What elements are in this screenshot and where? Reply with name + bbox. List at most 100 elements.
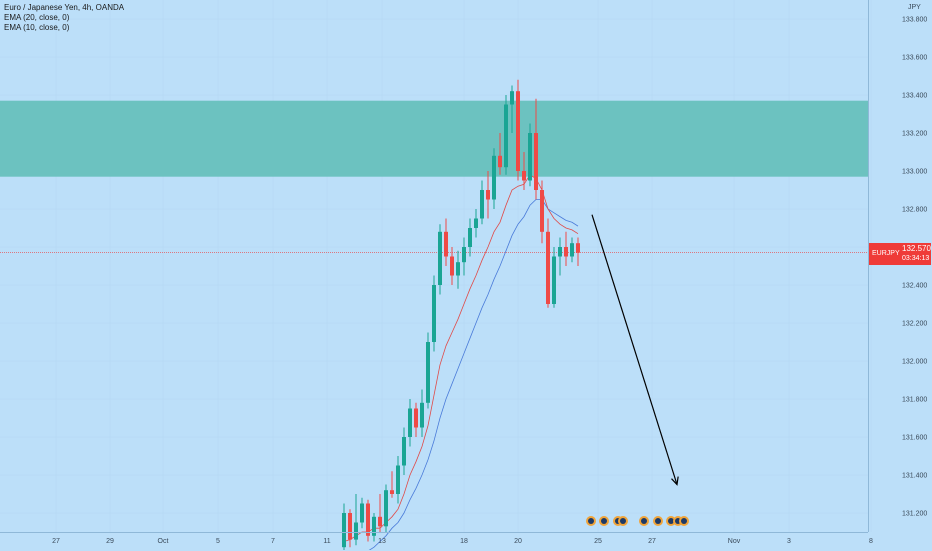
candle-body[interactable] [360,503,364,523]
candle-body[interactable] [342,513,346,548]
candle[interactable] [540,180,544,244]
candle-body[interactable] [396,465,400,495]
candle-body[interactable] [426,342,430,403]
candle-body[interactable] [576,243,580,253]
event-marker[interactable] [599,516,609,526]
event-marker[interactable] [586,516,596,526]
candle[interactable] [468,218,472,257]
candle[interactable] [474,209,478,238]
candle[interactable] [552,247,556,308]
candle-body[interactable] [432,285,436,342]
event-marker[interactable] [618,516,628,526]
legend-title[interactable]: Euro / Japanese Yen, 4h, OANDA [4,3,125,12]
event-marker[interactable] [666,516,676,526]
candle[interactable] [390,471,394,498]
candle[interactable] [564,231,568,266]
candle[interactable] [360,497,364,529]
candle[interactable] [486,171,490,219]
candle[interactable] [438,224,442,295]
candle[interactable] [516,79,520,181]
candle-body[interactable] [378,516,382,527]
candle-body[interactable] [552,256,556,305]
price-axis[interactable] [868,0,932,532]
candle[interactable] [414,402,418,437]
candle-body[interactable] [354,522,358,540]
candle[interactable] [444,218,448,267]
candle-body[interactable] [444,231,448,257]
candle[interactable] [510,85,514,134]
candle-body[interactable] [348,513,352,540]
candle[interactable] [348,509,352,548]
candle-body[interactable] [558,247,562,257]
candle-body[interactable] [504,104,508,168]
candle[interactable] [480,180,484,225]
candle[interactable] [366,499,370,542]
candle[interactable] [528,123,532,187]
candle-body[interactable] [468,228,472,247]
candle[interactable] [546,218,550,308]
arrow-shaft[interactable] [591,214,678,485]
candle-body[interactable] [564,247,568,257]
candles[interactable] [342,79,580,551]
candle[interactable] [456,250,460,289]
candle[interactable] [576,237,580,267]
candle-body[interactable] [522,171,526,181]
candle[interactable] [378,494,382,532]
candle[interactable] [432,275,436,352]
candle[interactable] [534,98,538,200]
candle-body[interactable] [414,408,418,428]
candle-body[interactable] [486,190,490,200]
candle[interactable] [384,484,388,533]
candle-body[interactable] [534,133,538,190]
candle-body[interactable] [390,490,394,494]
candle[interactable] [498,133,502,175]
candle-body[interactable] [510,91,514,105]
candle-body[interactable] [480,190,484,219]
candle-body[interactable] [546,231,550,304]
event-marker[interactable] [679,516,689,526]
candle[interactable] [558,237,562,276]
candle[interactable] [426,332,430,409]
candle-body[interactable] [438,231,442,285]
candle[interactable] [450,247,454,285]
candle[interactable] [408,399,412,447]
candle-body[interactable] [366,503,370,536]
candle-body[interactable] [528,133,532,181]
candle-body[interactable] [402,437,406,466]
candle-body[interactable] [540,190,544,232]
candle-body[interactable] [492,155,496,200]
event-marker[interactable] [639,516,649,526]
candle[interactable] [462,237,466,276]
candle-body[interactable] [408,408,412,438]
legend-ema10[interactable]: EMA (10, close, 0) [4,23,70,32]
arrow-head[interactable] [671,476,679,486]
projection-arrow[interactable] [591,214,679,486]
candle[interactable] [372,513,376,542]
candle[interactable] [420,389,424,438]
candle-body[interactable] [474,218,478,229]
time-axis[interactable] [0,532,868,551]
candle-body[interactable] [498,155,502,168]
candle[interactable] [402,427,406,476]
candle-body[interactable] [456,262,460,276]
candle[interactable] [342,503,346,551]
event-marker[interactable] [653,516,663,526]
candle-body[interactable] [516,91,520,171]
candle-body[interactable] [384,490,388,527]
candle[interactable] [522,152,526,190]
candle[interactable] [504,95,508,175]
event-markers[interactable] [586,516,689,526]
candle-body[interactable] [450,256,454,276]
legend-ema20[interactable]: EMA (20, close, 0) [4,13,70,22]
candle[interactable] [492,148,496,209]
resistance-zone[interactable] [0,100,868,177]
candle[interactable] [570,237,574,263]
candle-body[interactable] [420,402,424,428]
candle[interactable] [396,456,400,504]
candle[interactable] [354,494,358,546]
candle-body[interactable] [372,516,376,536]
candle-body[interactable] [570,243,574,257]
candle-body[interactable] [462,247,466,263]
